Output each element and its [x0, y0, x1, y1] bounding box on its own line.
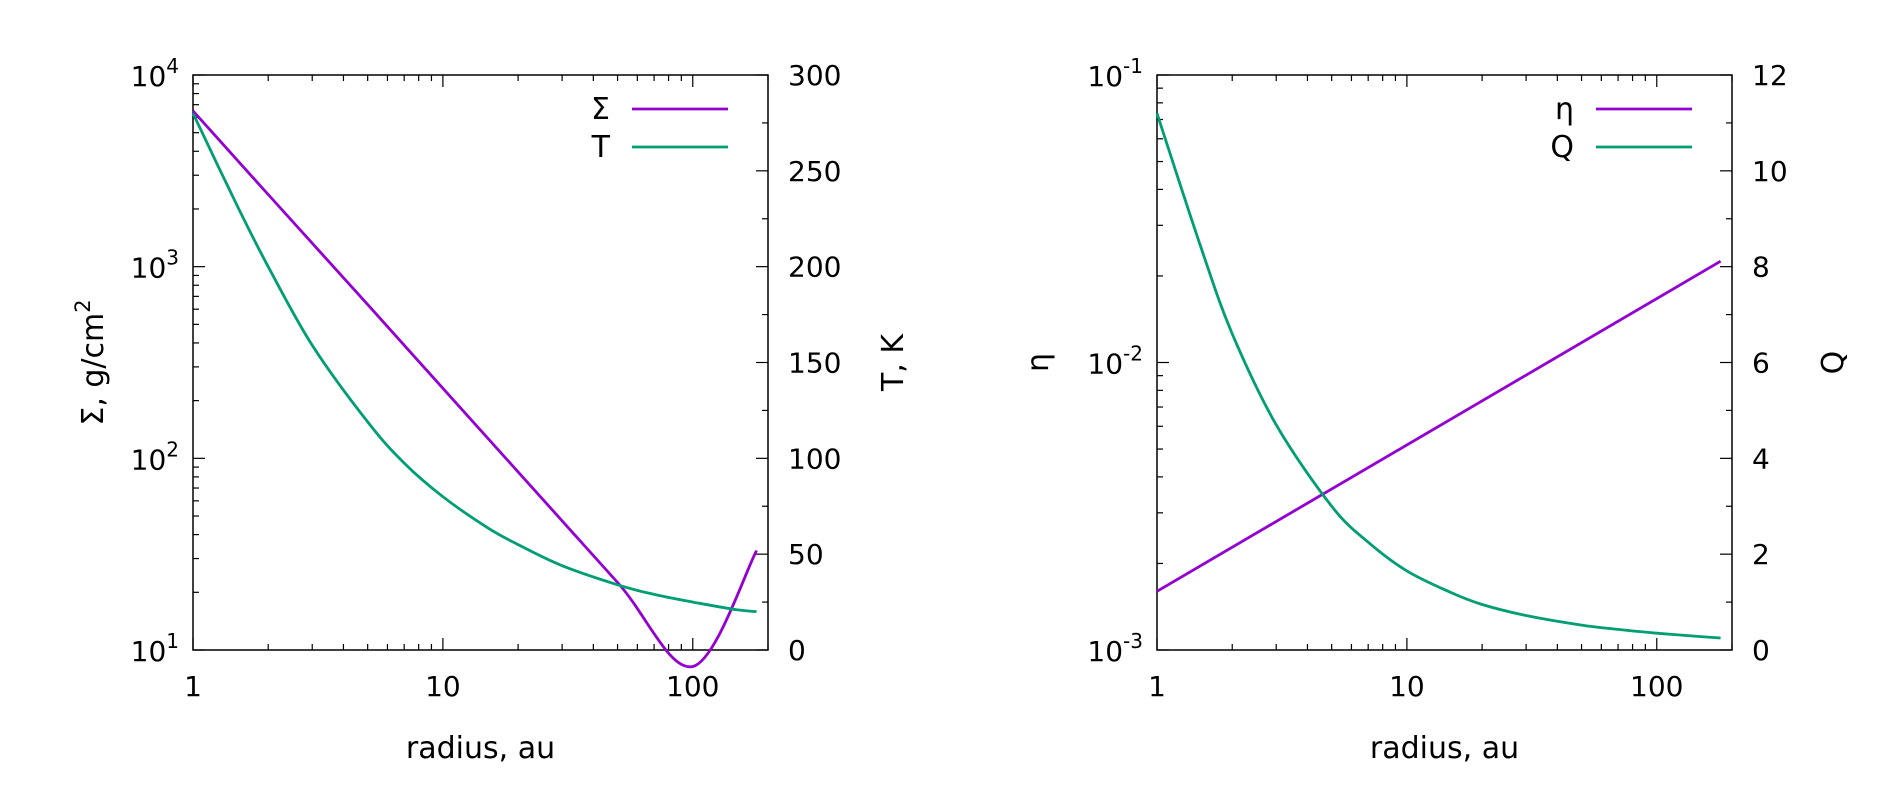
y2-tick-label: 4 [1752, 442, 1770, 475]
x-axis-label: radius, au [1370, 731, 1519, 766]
y-tick-base: 10 [131, 252, 167, 285]
y-tick-base: 10 [1087, 348, 1123, 381]
plot-frame [192, 74, 769, 651]
y2-tick-label: 8 [1752, 251, 1770, 284]
y-tick-exponent: 3 [166, 246, 179, 270]
y-axis-label: η [1021, 353, 1056, 372]
y2-axis-label: Q [1816, 351, 1851, 375]
y-tick-exponent: -3 [1123, 629, 1143, 653]
y-tick-base: 10 [131, 60, 167, 93]
legend-label: T [591, 130, 611, 165]
y-tick-exponent: 4 [166, 54, 179, 78]
legend-label: Q [1550, 130, 1574, 165]
y-tick-base: 10 [131, 635, 167, 668]
legend-label: Σ [591, 92, 610, 127]
y-tick-exponent: 1 [166, 629, 179, 653]
y2-tick-label: 200 [788, 251, 841, 284]
series-line-0 [1156, 259, 1722, 593]
y2-tick-label: 12 [1752, 59, 1788, 92]
y2-tick-label: 250 [788, 155, 841, 188]
y2-tick-label: 100 [788, 442, 841, 475]
y-tick-label: 10-2 [1087, 342, 1143, 381]
x-tick-label: 100 [1630, 670, 1683, 703]
series-line-1 [1155, 112, 1721, 640]
x-tick-label: 10 [1389, 670, 1425, 703]
y2-tick-label: 10 [1752, 155, 1788, 188]
plot-frame [1156, 74, 1733, 651]
legend-label: η [1555, 92, 1574, 127]
y-tick-exponent: -1 [1123, 54, 1143, 78]
y-tick-label: 102 [131, 437, 179, 476]
y2-tick-label: 2 [1752, 538, 1770, 571]
y-tick-exponent: -2 [1123, 342, 1143, 366]
y-tick-label: 104 [131, 54, 179, 93]
y-tick-label: 10-3 [1087, 629, 1143, 668]
y2-tick-label: 150 [788, 347, 841, 380]
x-tick-label: 1 [184, 670, 202, 703]
y2-tick-label: 6 [1752, 347, 1770, 380]
y2-tick-label: 300 [788, 59, 841, 92]
y2-tick-label: 0 [788, 634, 806, 667]
y2-axis-label: T, K [876, 333, 911, 392]
y-axis-label-text: Σ, g/cm [76, 313, 111, 426]
series-line-0 [191, 109, 758, 668]
y-axis-label: Σ, g/cm2 [71, 299, 111, 425]
x-axis-label: radius, au [406, 731, 555, 766]
x-tick-label: 10 [425, 670, 461, 703]
x-tick-label: 1 [1148, 670, 1166, 703]
series-line-1 [191, 112, 757, 614]
x-tick-label: 100 [666, 670, 719, 703]
y-tick-label: 103 [131, 246, 179, 285]
y-tick-base: 10 [1087, 635, 1123, 668]
y-tick-base: 10 [1087, 60, 1123, 93]
y2-tick-label: 50 [788, 538, 824, 571]
sigma-temperature-panel: 1 10 100101102103104050100150200250300radi… [71, 54, 911, 766]
y2-tick-label: 0 [1752, 634, 1770, 667]
y-tick-base: 10 [131, 443, 167, 476]
y-tick-label: 10-1 [1087, 54, 1143, 93]
y-tick-label: 101 [131, 629, 179, 668]
y-axis-label-exponent: 2 [71, 299, 95, 312]
y-tick-exponent: 2 [166, 437, 179, 461]
